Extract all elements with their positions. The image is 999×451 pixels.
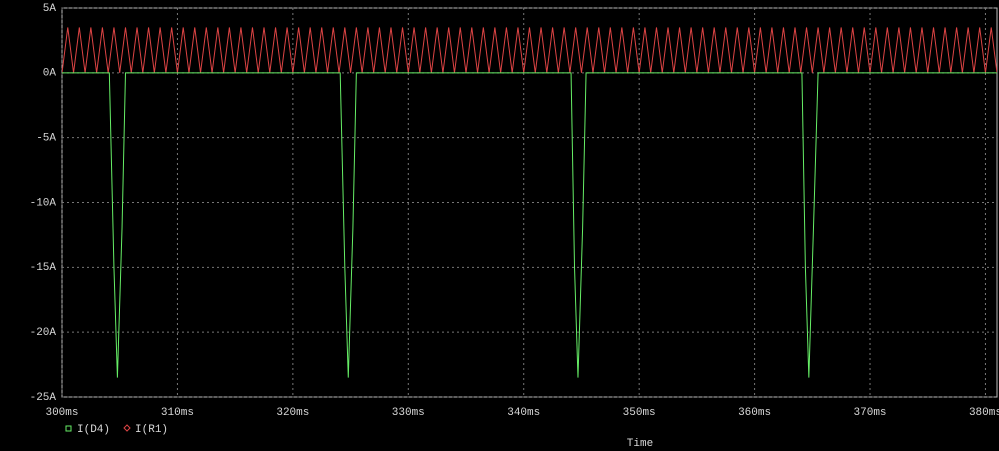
x-tick-label: 330ms: [392, 407, 425, 419]
y-tick-label: -20A: [30, 327, 57, 339]
legend-marker: [65, 425, 72, 432]
x-axis-label: Time: [627, 438, 653, 450]
x-tick-label: 320ms: [276, 407, 309, 419]
y-tick-label: -10A: [30, 197, 57, 209]
y-tick-label: 0A: [43, 68, 57, 80]
x-tick-label: 360ms: [738, 407, 771, 419]
y-tick-label: -5A: [36, 133, 56, 145]
x-tick-label: 380ms: [969, 407, 999, 419]
legend-marker: [123, 424, 131, 432]
legend-label: I(R1): [135, 424, 168, 436]
x-tick-label: 300ms: [45, 407, 78, 419]
y-tick-label: 5A: [43, 3, 57, 15]
y-tick-label: -15A: [30, 262, 57, 274]
series-line: [62, 27, 997, 73]
series-line: [62, 72, 997, 378]
legend-label: I(D4): [77, 424, 110, 436]
y-tick-label: -25A: [30, 392, 57, 404]
plot-area: [62, 27, 997, 378]
x-tick-label: 310ms: [161, 407, 194, 419]
x-tick-label: 350ms: [623, 407, 656, 419]
x-tick-label: 370ms: [854, 407, 887, 419]
x-tick-label: 340ms: [507, 407, 540, 419]
